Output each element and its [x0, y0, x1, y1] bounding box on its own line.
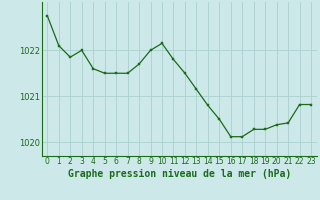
- X-axis label: Graphe pression niveau de la mer (hPa): Graphe pression niveau de la mer (hPa): [68, 169, 291, 179]
